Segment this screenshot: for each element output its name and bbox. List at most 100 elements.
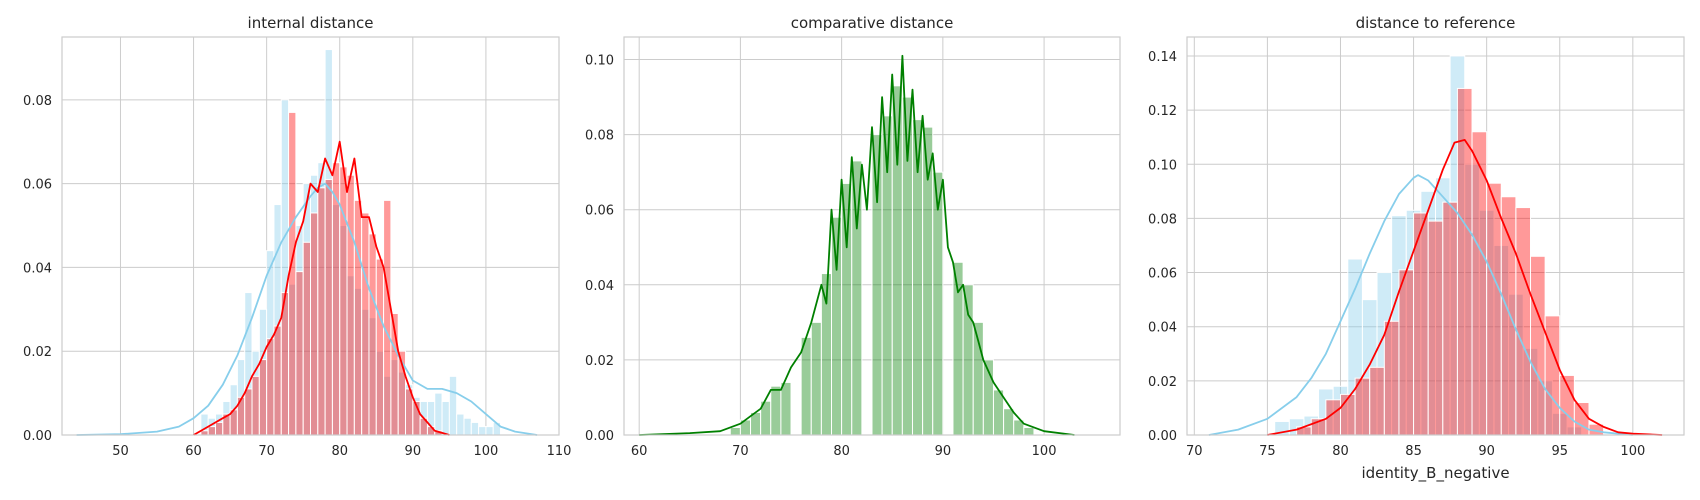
x-tick-label: 90 bbox=[1478, 444, 1495, 459]
histogram-bar bbox=[273, 325, 282, 436]
y-tick-label: 0.02 bbox=[23, 345, 52, 360]
histogram-bar bbox=[1530, 255, 1546, 436]
histogram-bar bbox=[810, 321, 822, 436]
x-tick-label: 50 bbox=[112, 444, 129, 459]
histogram-bar bbox=[383, 199, 392, 436]
histogram-bar bbox=[831, 216, 843, 436]
histogram-bar bbox=[207, 426, 216, 436]
x-tick-label: 70 bbox=[732, 444, 749, 459]
chart-title: internal distance bbox=[248, 14, 374, 32]
x-tick-label: 100 bbox=[1620, 444, 1645, 459]
x-tick-label: 75 bbox=[1259, 444, 1276, 459]
histogram-bar bbox=[1339, 393, 1356, 436]
y-tick-label: 0.02 bbox=[1148, 375, 1177, 390]
y-tick-label: 0.08 bbox=[23, 94, 52, 109]
y-tick-label: 0.04 bbox=[585, 279, 614, 294]
x-tick-label: 80 bbox=[833, 444, 850, 459]
histogram-bar bbox=[1398, 269, 1415, 436]
x-tick-label: 90 bbox=[405, 444, 422, 459]
chart-comparative-distance: 60 70 80 90 100 0.00 0.02 0.04 0.06 0.08 0.10 compa… bbox=[585, 14, 1121, 459]
histogram-bar bbox=[800, 336, 812, 436]
histogram-bar bbox=[962, 284, 974, 436]
kde-line bbox=[193, 140, 450, 436]
y-tick-label: 0.08 bbox=[1148, 212, 1177, 227]
x-tick-label: 70 bbox=[1186, 444, 1203, 459]
x-tick-label: 95 bbox=[1551, 444, 1568, 459]
y-tick-label: 0.00 bbox=[585, 429, 614, 444]
chart-internal-distance: 50 60 70 80 90 100 110 0.00 0.02 0.04 0.06 0.08 inte… bbox=[23, 14, 571, 459]
histogram-bar bbox=[1427, 220, 1444, 436]
histogram-bar bbox=[463, 417, 472, 436]
chart-title: distance to reference bbox=[1356, 14, 1516, 32]
y-tick-label: 0.08 bbox=[585, 129, 614, 144]
axes-frame bbox=[61, 36, 560, 436]
histogram-bar bbox=[310, 212, 319, 436]
histogram-bar bbox=[1544, 315, 1561, 436]
y-tick-label: 0.10 bbox=[1148, 158, 1177, 173]
histogram-bar bbox=[258, 359, 268, 436]
kde-line bbox=[1267, 138, 1663, 436]
histogram-bar bbox=[729, 426, 741, 436]
chart-title: comparative distance bbox=[791, 14, 954, 32]
x-tick-label: 70 bbox=[258, 444, 275, 459]
y-tick-label: 0.14 bbox=[1148, 50, 1177, 65]
histogram-bar bbox=[441, 400, 450, 436]
y-tick-label: 0.06 bbox=[23, 178, 52, 193]
histogram-bar bbox=[1442, 201, 1458, 436]
histogram-bar bbox=[456, 413, 465, 436]
histogram-bar bbox=[1003, 408, 1015, 436]
y-tick-label: 0.06 bbox=[1148, 267, 1177, 282]
histogram-bar bbox=[368, 233, 377, 436]
histogram-bar bbox=[871, 134, 883, 436]
kde-line bbox=[76, 182, 538, 436]
histogram-bar bbox=[244, 388, 253, 436]
histogram-bar bbox=[932, 171, 944, 436]
histogram-bar bbox=[353, 199, 363, 436]
y-tick-label: 0.00 bbox=[1148, 429, 1177, 444]
histogram-bar bbox=[770, 385, 782, 436]
histogram-bar bbox=[891, 85, 903, 436]
kde-line bbox=[1208, 174, 1633, 436]
histogram-bar bbox=[485, 426, 494, 436]
histogram-bar bbox=[317, 187, 326, 436]
histogram-bar bbox=[200, 430, 209, 436]
x-tick-label: 80 bbox=[1332, 444, 1349, 459]
histogram-bar bbox=[1500, 196, 1517, 436]
x-tick-label: 100 bbox=[473, 444, 498, 459]
histogram-bar bbox=[434, 392, 443, 436]
x-tick-label: 90 bbox=[935, 444, 952, 459]
histogram-bar bbox=[841, 182, 853, 436]
histogram-bar bbox=[361, 212, 370, 436]
x-tick-label: 100 bbox=[1032, 444, 1057, 459]
histogram-bar bbox=[1486, 182, 1502, 436]
histogram-bar bbox=[851, 160, 863, 436]
histogram-bar bbox=[780, 381, 792, 436]
histogram-bar bbox=[214, 421, 224, 436]
y-tick-label: 0.12 bbox=[1148, 104, 1177, 119]
histogram-bar bbox=[295, 271, 304, 436]
histogram-bar bbox=[1369, 366, 1385, 436]
y-tick-label: 0.10 bbox=[585, 54, 614, 69]
axes-frame bbox=[1186, 36, 1685, 436]
histogram-bar bbox=[1573, 402, 1590, 436]
histogram-bar bbox=[251, 375, 260, 436]
histogram-bar bbox=[1023, 426, 1035, 436]
x-tick-label: 60 bbox=[631, 444, 648, 459]
histogram-bar bbox=[375, 258, 385, 436]
x-tick-label: 80 bbox=[331, 444, 348, 459]
histogram-bar bbox=[266, 338, 275, 436]
x-axis-label: identity_B_negative bbox=[1361, 464, 1509, 483]
x-tick-label: 60 bbox=[185, 444, 202, 459]
histogram-bar bbox=[1383, 320, 1400, 436]
x-tick-label: 110 bbox=[547, 444, 572, 459]
histogram-bar bbox=[302, 241, 311, 436]
histogram-bar bbox=[1515, 207, 1532, 436]
histogram-bar bbox=[346, 174, 355, 436]
histogram-bar bbox=[448, 375, 458, 436]
histogram-bar bbox=[324, 178, 333, 436]
y-tick-label: 0.02 bbox=[585, 354, 614, 369]
y-tick-label: 0.04 bbox=[23, 261, 52, 276]
histogram-bar bbox=[478, 426, 487, 436]
x-tick-label: 85 bbox=[1405, 444, 1422, 459]
